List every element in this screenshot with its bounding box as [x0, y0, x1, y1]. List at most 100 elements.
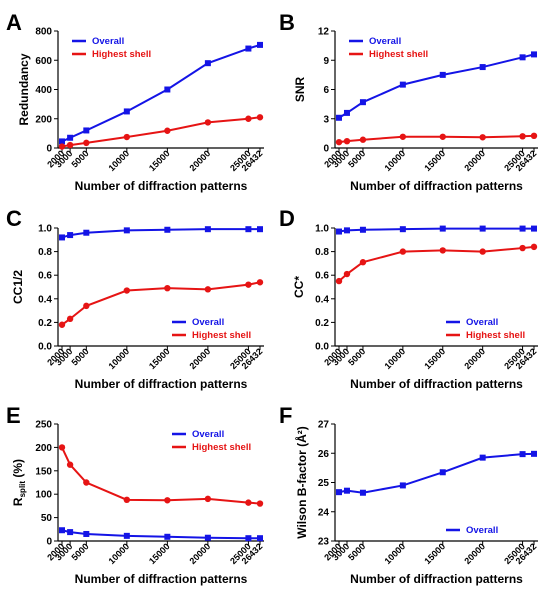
x-tick-label: 15000 — [147, 541, 172, 566]
y-tick-label: 400 — [35, 85, 52, 96]
panel-letter: C — [6, 206, 22, 231]
data-point-highest-shell — [519, 133, 526, 140]
y-axis-label: Redundancy — [17, 53, 31, 125]
y-tick-label: 0.8 — [38, 247, 52, 258]
data-point-overall — [531, 51, 537, 58]
x-axis-label: Number of diffraction patterns — [350, 179, 523, 193]
data-point-overall — [343, 487, 350, 494]
panel-letter: E — [6, 403, 21, 428]
data-point-overall — [531, 225, 537, 232]
data-point-highest-shell — [343, 270, 351, 278]
data-point-overall — [399, 81, 406, 88]
data-point-overall — [204, 226, 211, 233]
data-point-overall — [245, 45, 252, 52]
data-point-overall — [59, 527, 65, 534]
y-tick-label: 0.2 — [315, 318, 329, 329]
legend-label: Overall — [92, 36, 124, 47]
data-point-overall — [83, 530, 90, 537]
legend-label: Overall — [369, 36, 401, 47]
data-point-overall — [343, 109, 350, 116]
y-tick-label: 26 — [318, 449, 330, 460]
x-axis-label: Number of diffraction patterns — [350, 572, 523, 586]
x-axis-label: Number of diffraction patterns — [350, 377, 523, 391]
y-tick-label: 23 — [318, 537, 330, 548]
series-line-overall — [61, 529, 260, 540]
y-tick-label: 12 — [318, 27, 330, 38]
data-point-highest-shell — [399, 248, 407, 255]
data-point-highest-shell — [66, 141, 74, 149]
x-tick-label: 10000 — [382, 148, 407, 173]
data-point-highest-shell — [359, 136, 367, 143]
data-point-highest-shell — [256, 279, 264, 286]
data-point-highest-shell — [519, 244, 526, 252]
x-tick-label: 15000 — [422, 541, 447, 566]
y-axis-label: CC1/2 — [11, 270, 25, 304]
x-tick-label: 5000 — [69, 541, 90, 562]
x-tick-label: 10000 — [106, 541, 131, 566]
data-point-highest-shell — [439, 133, 446, 140]
y-axis-label-main: R — [11, 497, 25, 506]
data-point-overall — [83, 229, 90, 236]
x-tick-label: 10000 — [106, 346, 131, 371]
data-point-overall — [439, 71, 446, 78]
y-axis-label: Wilson B-factor (Å²) — [294, 426, 309, 539]
data-point-overall — [519, 54, 526, 61]
y-tick-label: 800 — [35, 27, 52, 38]
x-tick-label: 10000 — [382, 541, 407, 566]
data-point-overall — [204, 60, 211, 67]
panel-letter: A — [6, 10, 22, 35]
x-tick-label: 10000 — [382, 346, 407, 371]
data-point-overall — [164, 86, 171, 93]
x-tick-label: 15000 — [147, 148, 172, 173]
series-line-highest-shell — [338, 134, 535, 144]
y-axis-label: SNR — [293, 77, 307, 103]
x-tick-label: 5000 — [69, 148, 90, 169]
legend-label: Overall — [466, 525, 498, 536]
y-tick-label: 0.2 — [38, 318, 52, 329]
data-point-overall — [531, 450, 537, 457]
data-point-overall — [164, 533, 171, 540]
x-axis-label: Number of diffraction patterns — [75, 377, 248, 391]
data-point-highest-shell — [204, 495, 212, 503]
data-point-overall — [359, 489, 366, 496]
series-line-overall — [338, 53, 535, 119]
y-tick-label: 1.0 — [38, 224, 52, 235]
series-line-highest-shell — [61, 446, 261, 505]
data-point-highest-shell — [204, 286, 212, 293]
data-point-overall — [343, 227, 350, 234]
data-point-highest-shell — [123, 287, 131, 294]
y-tick-label: 150 — [35, 466, 52, 477]
data-point-highest-shell — [343, 137, 351, 145]
data-point-overall — [439, 469, 446, 476]
data-point-highest-shell — [83, 302, 90, 310]
data-point-overall — [59, 234, 65, 241]
data-point-overall — [479, 64, 486, 71]
data-point-highest-shell — [479, 134, 486, 141]
legend-label: Overall — [192, 317, 224, 328]
y-tick-label: 250 — [35, 420, 52, 431]
data-point-overall — [359, 99, 366, 106]
series-line-overall — [61, 228, 260, 239]
x-tick-label: 20000 — [188, 541, 213, 566]
x-tick-label: 5000 — [346, 148, 367, 169]
y-tick-label: 100 — [35, 490, 52, 501]
data-point-highest-shell — [359, 259, 367, 266]
data-point-overall — [67, 529, 74, 536]
data-point-overall — [123, 108, 130, 115]
legend-label: Overall — [466, 317, 498, 328]
y-tick-label: 6 — [323, 85, 329, 96]
data-point-highest-shell — [164, 127, 171, 134]
panel-letter: B — [279, 10, 295, 35]
data-point-overall — [399, 226, 406, 233]
data-point-highest-shell — [83, 479, 90, 486]
y-tick-label: 0.6 — [315, 271, 329, 282]
x-tick-label: 15000 — [422, 346, 447, 371]
legend-label: Highest shell — [369, 49, 428, 60]
data-point-overall — [336, 228, 342, 235]
data-point-overall — [439, 225, 446, 232]
data-point-overall — [257, 535, 263, 542]
